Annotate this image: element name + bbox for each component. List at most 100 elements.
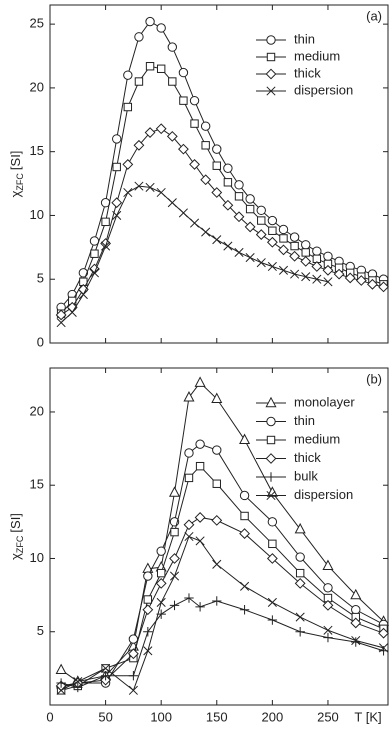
legend-marker — [266, 35, 276, 45]
marker — [145, 182, 155, 192]
marker — [245, 204, 255, 214]
marker — [223, 178, 233, 187]
legend-marker — [266, 52, 276, 62]
marker — [144, 127, 156, 138]
legend-label: monolayer — [294, 394, 355, 409]
y-axis-label: χZFC [SI] — [8, 513, 25, 560]
series-line — [60, 381, 384, 683]
marker — [266, 486, 278, 497]
marker — [233, 211, 245, 223]
marker — [195, 602, 205, 612]
marker — [89, 268, 100, 278]
marker — [234, 192, 244, 201]
marker — [178, 67, 189, 78]
marker — [323, 625, 333, 635]
marker — [170, 527, 179, 537]
marker — [169, 553, 180, 564]
marker — [212, 445, 222, 455]
marker — [56, 678, 66, 688]
marker — [156, 568, 166, 578]
series-line — [60, 443, 384, 688]
series-line — [60, 65, 384, 314]
marker — [350, 617, 362, 629]
panel-label: (b) — [366, 371, 382, 386]
marker — [101, 663, 111, 673]
marker — [134, 181, 144, 191]
marker — [255, 229, 267, 240]
legend-marker — [265, 453, 277, 464]
marker — [156, 23, 166, 33]
marker — [183, 519, 195, 531]
marker — [350, 588, 362, 600]
marker — [378, 281, 389, 293]
panel-label: (a) — [366, 8, 382, 23]
marker — [333, 268, 345, 280]
legend-label: thick — [294, 65, 321, 80]
plot-frame — [49, 367, 389, 706]
legend-marker — [265, 68, 277, 80]
marker — [143, 571, 153, 581]
marker — [256, 205, 266, 216]
marker — [278, 224, 289, 235]
marker — [295, 612, 305, 622]
marker — [294, 577, 306, 589]
marker — [212, 479, 221, 488]
marker — [211, 514, 223, 526]
marker — [101, 241, 111, 251]
marker — [244, 221, 256, 233]
marker — [295, 568, 305, 578]
marker — [194, 512, 206, 523]
marker — [239, 528, 250, 539]
legend-marker — [266, 490, 276, 501]
marker — [234, 247, 244, 257]
marker — [167, 42, 178, 52]
marker — [73, 682, 83, 693]
marker — [128, 670, 139, 681]
marker — [290, 269, 300, 279]
marker — [223, 163, 233, 173]
marker — [212, 144, 222, 154]
marker — [145, 62, 155, 71]
marker — [295, 627, 305, 637]
marker — [267, 261, 277, 272]
marker — [195, 439, 205, 449]
marker — [278, 244, 289, 256]
marker — [190, 119, 199, 128]
marker — [294, 522, 306, 534]
marker — [311, 261, 323, 272]
marker — [268, 539, 277, 549]
marker — [78, 289, 88, 300]
marker — [239, 433, 251, 444]
marker — [200, 174, 212, 186]
marker — [301, 248, 310, 257]
marker — [156, 597, 166, 607]
legend-label: dispersion — [294, 487, 353, 502]
legend-marker — [266, 472, 276, 482]
marker — [301, 240, 311, 250]
y-tick-label: 0 — [37, 334, 44, 349]
y-tick-label: 25 — [30, 16, 44, 31]
marker — [168, 486, 181, 497]
marker — [156, 64, 166, 73]
legend-marker — [266, 435, 276, 445]
marker — [301, 272, 311, 282]
marker — [323, 632, 333, 643]
y-label-subscript: ZFC — [15, 173, 25, 191]
marker — [100, 670, 111, 681]
marker — [112, 134, 122, 144]
x-tick-label: 150 — [206, 709, 228, 724]
legend-label: thin — [294, 413, 315, 428]
marker — [322, 599, 334, 611]
legend-label: thick — [294, 450, 321, 465]
marker — [122, 159, 134, 170]
marker — [200, 121, 211, 131]
marker — [378, 627, 389, 639]
x-tick-label: 50 — [98, 709, 112, 724]
marker — [323, 277, 333, 287]
marker — [211, 187, 223, 198]
legend-marker — [265, 396, 277, 408]
y-tick-label: 5 — [37, 271, 44, 286]
marker — [155, 577, 167, 589]
marker — [56, 685, 66, 695]
marker — [201, 227, 211, 237]
